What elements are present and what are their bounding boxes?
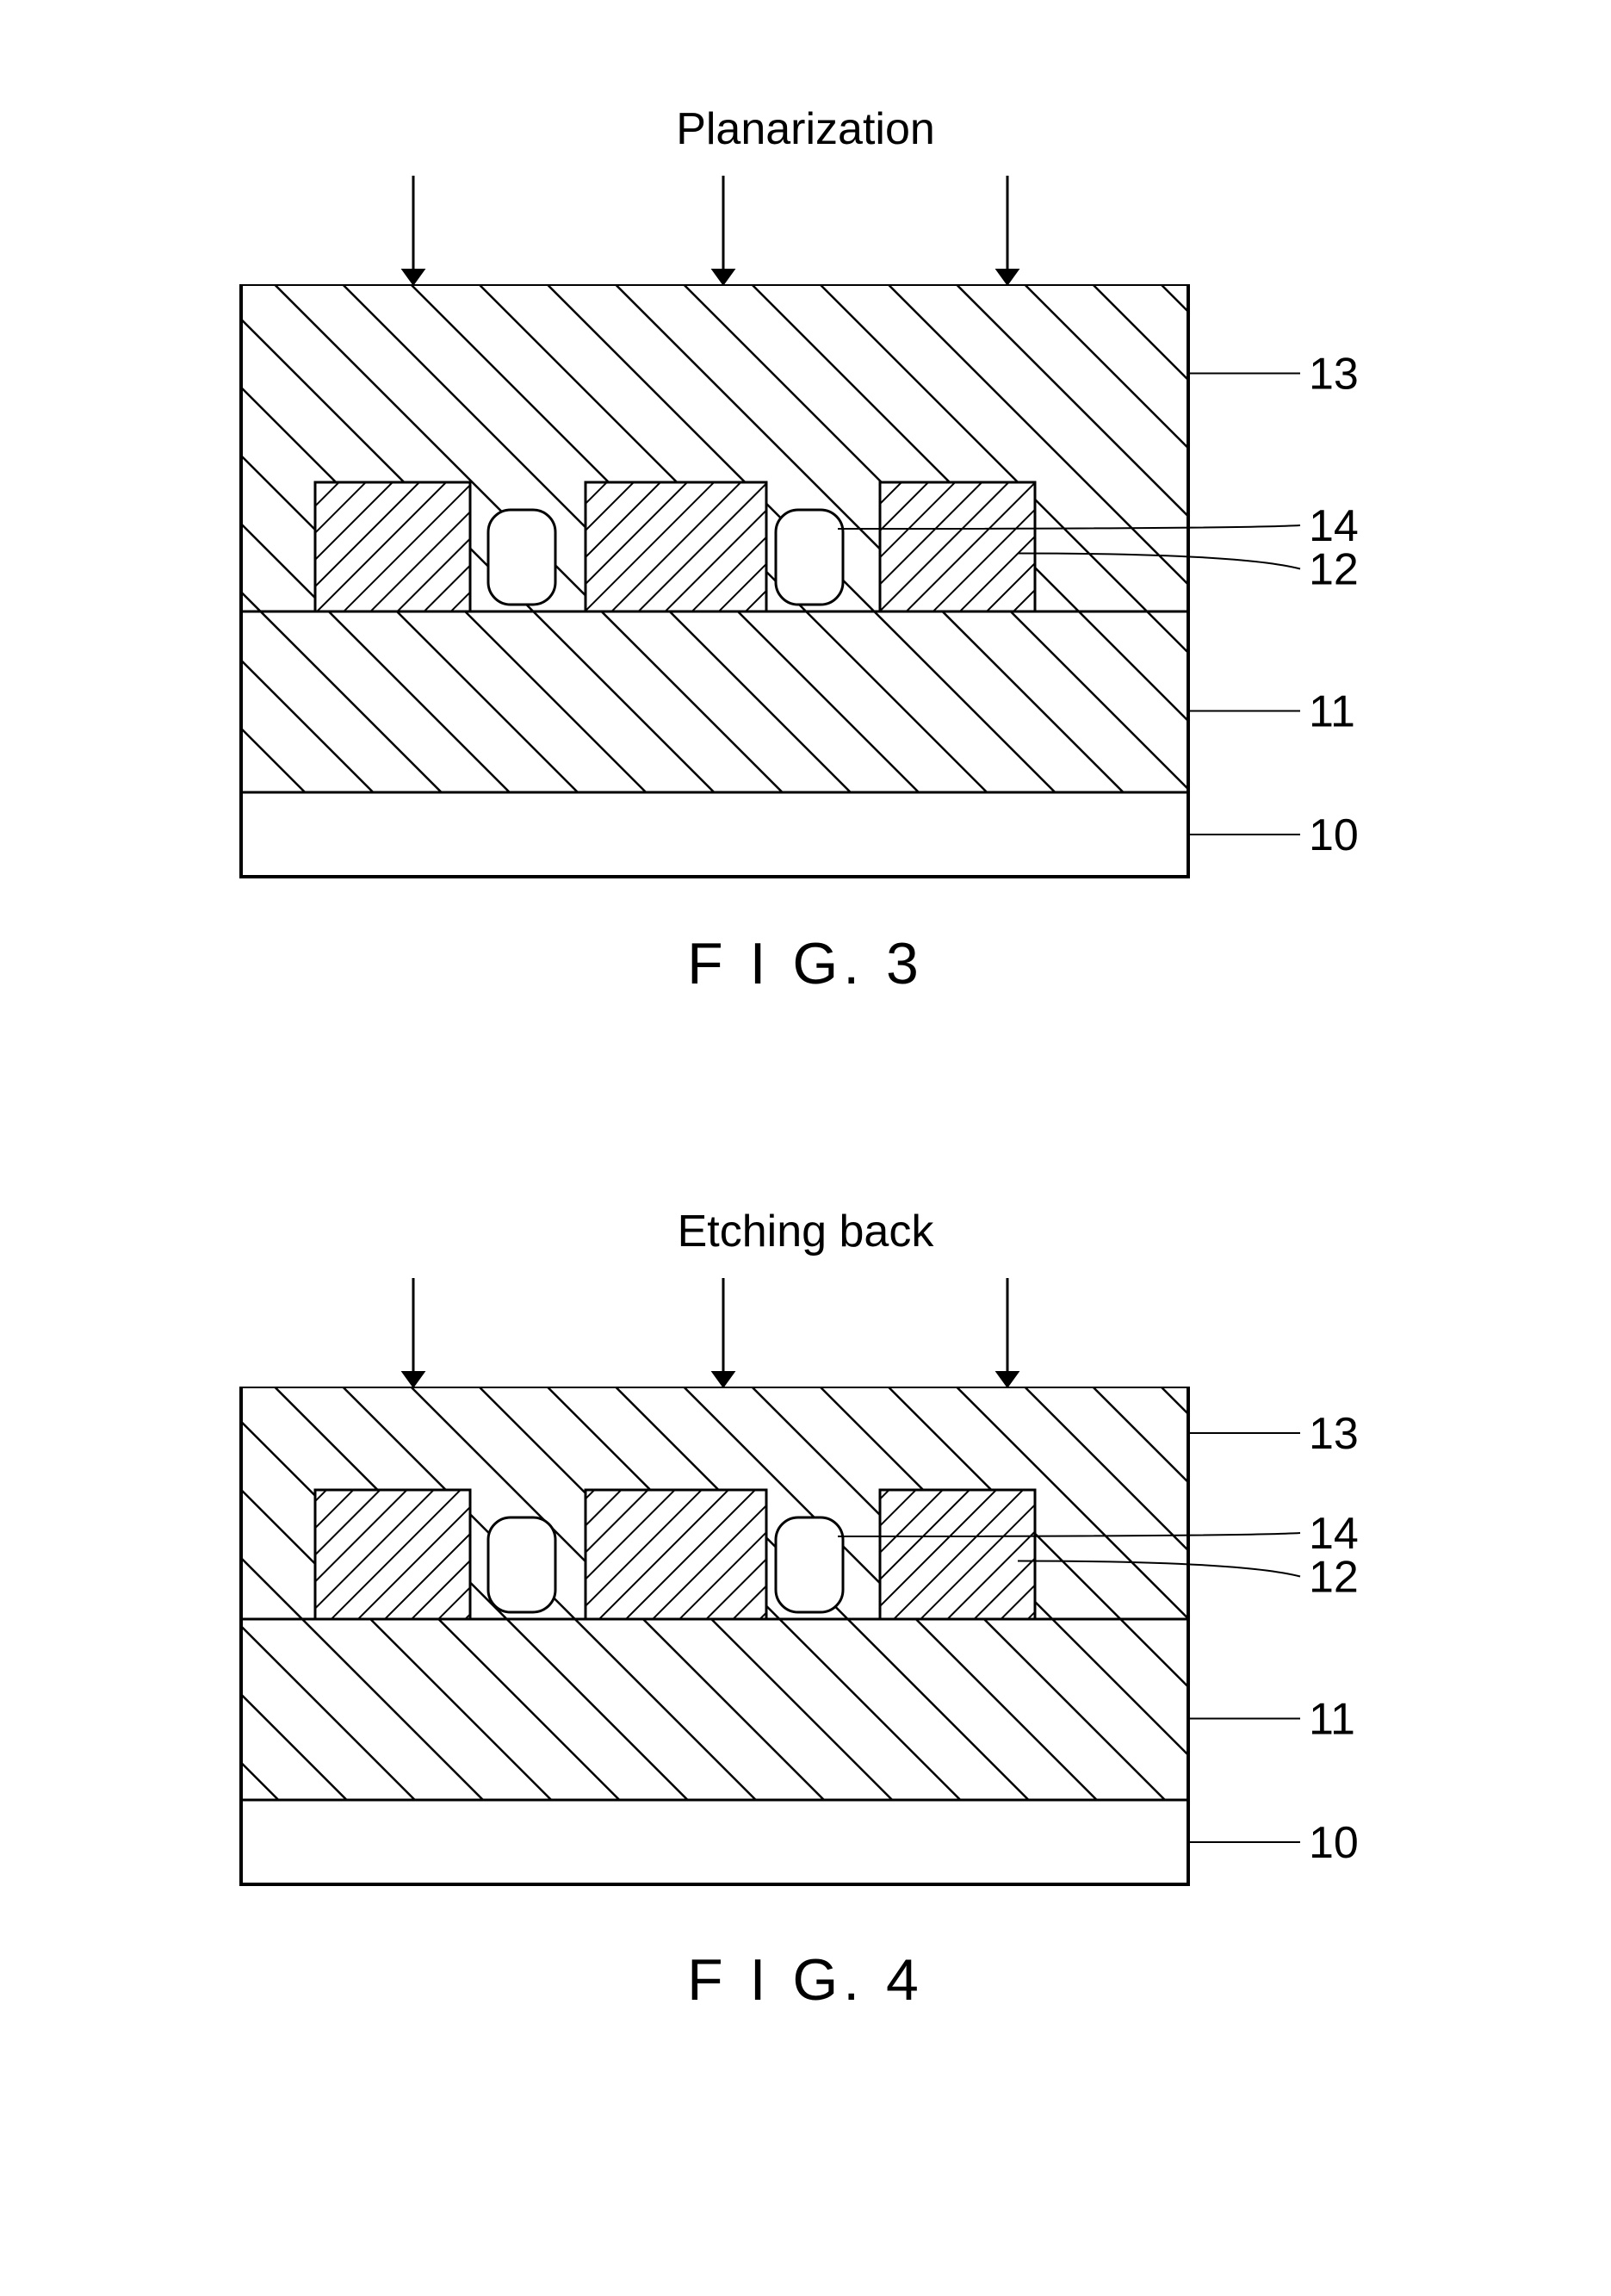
figure-4: Etching back 13 1412 11 10 F I G. 4	[0, 1206, 1611, 2050]
layer-label-11: 11	[1309, 687, 1355, 737]
layer-label-14: 14	[1309, 1509, 1359, 1559]
fig3-arrows	[0, 172, 1611, 291]
layer-label-13: 13	[1309, 350, 1359, 400]
layer-label-11: 11	[1309, 1695, 1355, 1745]
fig3-caption: F I G. 3	[0, 930, 1611, 997]
layer-label-12: 12	[1309, 545, 1359, 595]
fig3-diagram: 13 1412 11 10	[0, 284, 1611, 911]
fig4-process-title: Etching back	[0, 1206, 1611, 1257]
fig4-arrows	[0, 1275, 1611, 1393]
layer-label-13: 13	[1309, 1409, 1359, 1459]
figure-3: Planarization 13 1412 11 10 F I G. 3	[0, 103, 1611, 1033]
layer-label-14: 14	[1309, 501, 1359, 551]
fig4-caption: F I G. 4	[0, 1946, 1611, 2014]
fig4-diagram: 13 1412 11 10	[0, 1387, 1611, 1919]
fig3-process-title: Planarization	[0, 103, 1611, 155]
layer-label-10: 10	[1309, 810, 1359, 860]
layer-label-10: 10	[1309, 1818, 1359, 1868]
layer-label-12: 12	[1309, 1553, 1359, 1603]
